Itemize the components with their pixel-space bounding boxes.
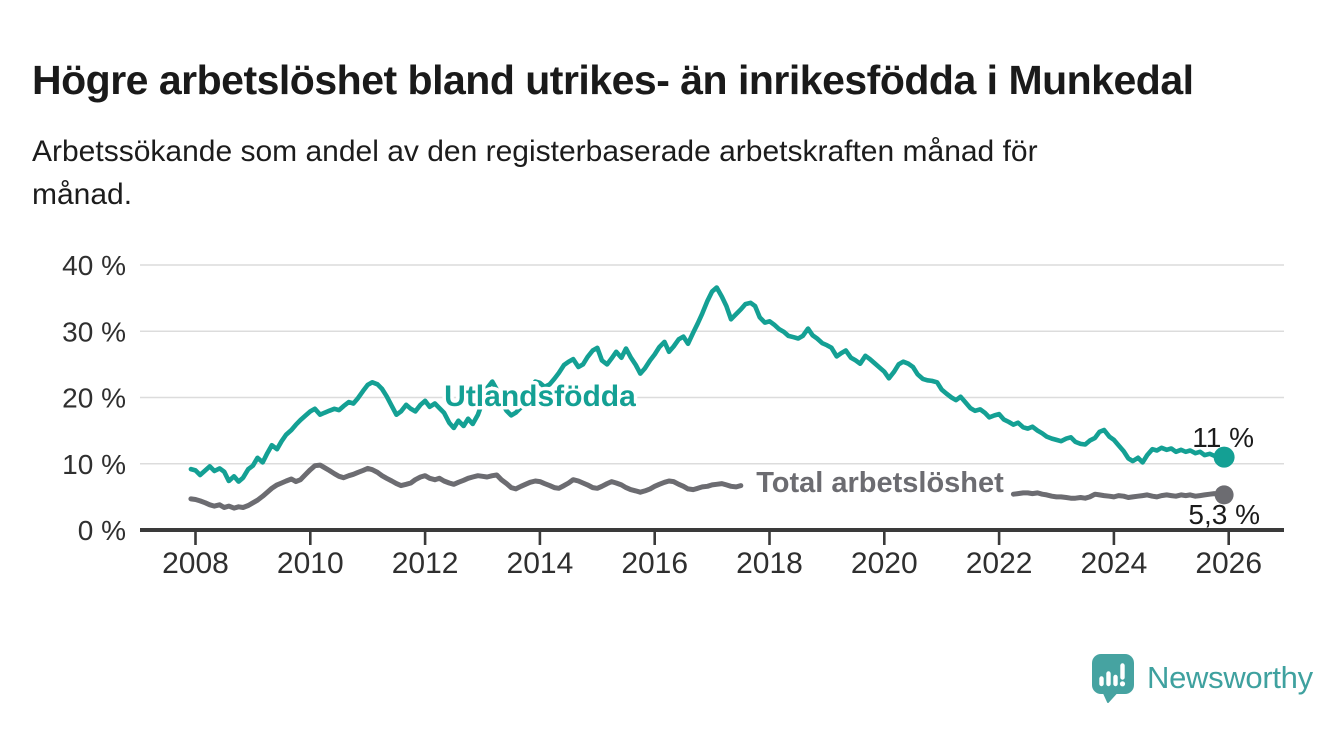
x-axis-label-2008: 2008	[162, 547, 229, 580]
series-label-total-arbetsloshet: Total arbetslöshet	[756, 467, 1004, 499]
y-axis-label-40: 40 %	[62, 250, 126, 281]
series-end-dot-total-arbetsloshet	[1214, 485, 1234, 505]
series-label-utlandsfodda: Utlandsfödda	[444, 380, 636, 413]
series-line-utlandsfodda-seg0	[188, 285, 1227, 484]
y-axis-label-20: 20 %	[62, 383, 126, 414]
x-axis-label-2022: 2022	[966, 547, 1033, 580]
x-axis-label-2018: 2018	[736, 547, 803, 580]
series-end-value-total-arbetsloshet: 5,3 %	[1188, 499, 1260, 530]
y-axis-label-30: 30 %	[62, 316, 126, 347]
x-axis-label-2012: 2012	[392, 547, 459, 580]
series-end-dot-utlandsfodda	[1213, 446, 1235, 468]
series-end-value-utlandsfodda: 11 %	[1192, 422, 1254, 453]
x-axis-label-2024: 2024	[1081, 547, 1148, 580]
x-axis-label-2020: 2020	[851, 547, 918, 580]
chart-title: Högre arbetslöshet bland utrikes- än inr…	[32, 57, 1194, 104]
newsworthy-logo-text: Newsworthy	[1147, 660, 1313, 695]
y-axis-label-10: 10 %	[62, 449, 126, 480]
chart-subtitle-line-1: Arbetssökande som andel av den registerb…	[32, 135, 1038, 168]
chart-subtitle: Arbetssökande som andel av den registerb…	[32, 130, 1272, 216]
newsworthy-logo-icon	[1092, 654, 1134, 703]
x-axis-label-2026: 2026	[1195, 547, 1262, 580]
logo-bars-icon	[1099, 663, 1125, 687]
x-axis-label-2010: 2010	[277, 547, 344, 580]
y-axis-label-0: 0 %	[78, 515, 126, 546]
x-axis-label-2014: 2014	[507, 547, 574, 580]
chart-subtitle-line-2: månad.	[32, 178, 133, 211]
series-line-total-arbetsloshet-seg1	[1010, 490, 1227, 501]
unemployment-line-chart: 0 % 10 % 20 % 30 % 40 % 2008 2010 2012 2014 2016 2…	[62, 250, 1284, 580]
series-line-total-arbetsloshet-seg0	[188, 462, 744, 511]
newsworthy-logo: Newsworthy	[1090, 653, 1313, 703]
x-axis-label-2016: 2016	[621, 547, 688, 580]
